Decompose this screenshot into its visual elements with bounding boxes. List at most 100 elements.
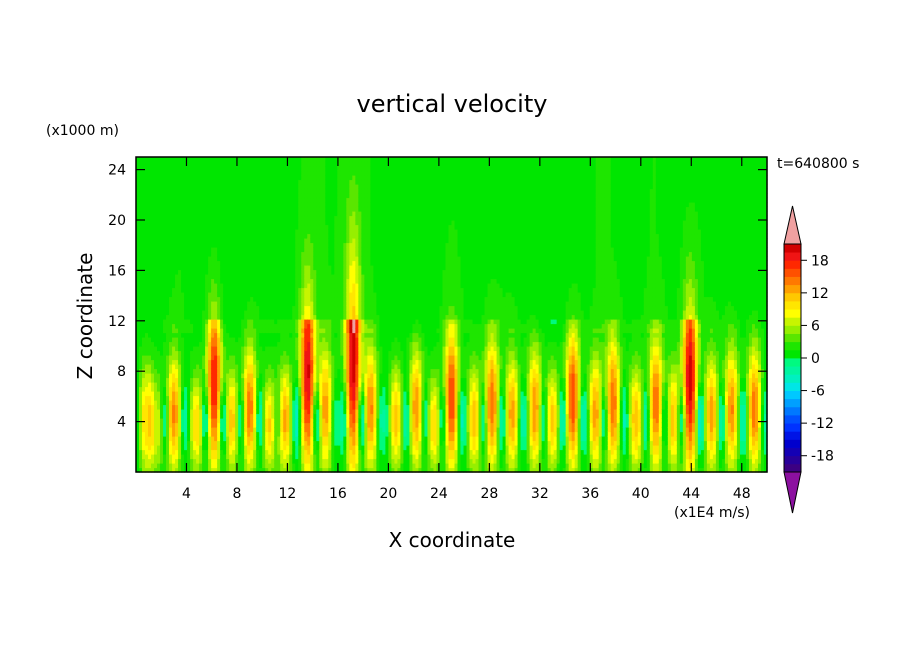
- heatmap-cell: [154, 256, 158, 262]
- heatmap-cell: [187, 436, 191, 442]
- heatmap-cell: [244, 305, 248, 311]
- heatmap-cell: [139, 188, 143, 194]
- heatmap-cell: [154, 319, 158, 325]
- heatmap-cell: [199, 260, 203, 266]
- heatmap-cell: [145, 413, 149, 419]
- heatmap-cell: [202, 206, 206, 212]
- heatmap-cell: [229, 377, 233, 383]
- heatmap-cell: [217, 193, 221, 199]
- heatmap-cell: [166, 436, 170, 442]
- heatmap-cell: [205, 454, 209, 460]
- heatmap-cell: [220, 400, 224, 406]
- heatmap-cell: [136, 440, 140, 446]
- heatmap-cell: [181, 211, 185, 217]
- heatmap-cell: [193, 449, 197, 455]
- heatmap-cell: [175, 265, 179, 271]
- heatmap-cell: [223, 166, 227, 172]
- heatmap-cell: [220, 332, 224, 338]
- heatmap-cell: [157, 454, 161, 460]
- heatmap-cell: [187, 206, 191, 212]
- heatmap-cell: [250, 395, 254, 401]
- heatmap-cell: [139, 269, 143, 275]
- heatmap-cell: [202, 391, 206, 397]
- heatmap-cell: [244, 436, 248, 442]
- heatmap-cell: [181, 400, 185, 406]
- heatmap-cell: [178, 404, 182, 410]
- heatmap-cell: [229, 386, 233, 392]
- heatmap-cell: [238, 377, 242, 383]
- heatmap-cell: [148, 332, 152, 338]
- heatmap-cell: [223, 224, 227, 230]
- heatmap-cell: [196, 355, 200, 361]
- heatmap-cell: [169, 256, 173, 262]
- heatmap-cell: [184, 386, 188, 392]
- heatmap-cell: [238, 422, 242, 428]
- heatmap-cell: [187, 256, 191, 262]
- heatmap-cell: [193, 463, 197, 469]
- heatmap-cell: [166, 391, 170, 397]
- heatmap-cell: [238, 260, 242, 266]
- heatmap-cell: [244, 377, 248, 383]
- heatmap-cell: [214, 364, 218, 370]
- heatmap-cell: [217, 211, 221, 217]
- heatmap-cell: [136, 404, 140, 410]
- heatmap-cell: [136, 395, 140, 401]
- heatmap-cell: [154, 328, 158, 334]
- heatmap-cell: [148, 265, 152, 271]
- heatmap-cell: [178, 251, 182, 257]
- heatmap-cell: [196, 238, 200, 244]
- heatmap-cell: [205, 274, 209, 280]
- heatmap-cell: [241, 395, 245, 401]
- heatmap-cell: [142, 184, 146, 190]
- heatmap-cell: [250, 242, 254, 248]
- heatmap-cell: [244, 161, 248, 167]
- heatmap-cell: [250, 413, 254, 419]
- heatmap-cell: [223, 296, 227, 302]
- heatmap-cell: [235, 269, 239, 275]
- heatmap-cell: [151, 337, 155, 343]
- heatmap-cell: [157, 346, 161, 352]
- heatmap-cell: [142, 454, 146, 460]
- heatmap-cell: [175, 188, 179, 194]
- heatmap-cell: [163, 310, 167, 316]
- heatmap-cell: [166, 382, 170, 388]
- heatmap-cell: [199, 458, 203, 464]
- heatmap-cell: [208, 193, 212, 199]
- heatmap-cell: [163, 251, 167, 257]
- heatmap-cell: [154, 400, 158, 406]
- heatmap-cell: [241, 350, 245, 356]
- heatmap-cell: [247, 184, 251, 190]
- heatmap-cell: [214, 337, 218, 343]
- heatmap-cell: [238, 463, 242, 469]
- heatmap-cell: [232, 382, 236, 388]
- heatmap-cell: [223, 238, 227, 244]
- heatmap-cell: [247, 251, 251, 257]
- heatmap-cell: [250, 278, 254, 284]
- heatmap-cell: [214, 287, 218, 293]
- heatmap-cell: [211, 395, 215, 401]
- heatmap-cell: [232, 467, 236, 473]
- heatmap-cell: [199, 278, 203, 284]
- heatmap-cell: [199, 463, 203, 469]
- heatmap-cell: [193, 364, 197, 370]
- heatmap-cell: [181, 242, 185, 248]
- heatmap-cell: [157, 323, 161, 329]
- heatmap-cell: [208, 382, 212, 388]
- heatmap-cell: [205, 166, 209, 172]
- heatmap-cell: [169, 431, 173, 437]
- heatmap-cell: [214, 422, 218, 428]
- heatmap-cell: [160, 157, 164, 163]
- heatmap-cell: [196, 296, 200, 302]
- heatmap-cell: [235, 337, 239, 343]
- heatmap-cell: [205, 364, 209, 370]
- heatmap-cell: [184, 431, 188, 437]
- heatmap-cell: [196, 386, 200, 392]
- heatmap-cell: [145, 355, 149, 361]
- heatmap-cell: [187, 413, 191, 419]
- heatmap-cell: [232, 166, 236, 172]
- heatmap-cell: [244, 341, 248, 347]
- heatmap-cell: [184, 341, 188, 347]
- heatmap-cell: [220, 283, 224, 289]
- heatmap-cell: [244, 292, 248, 298]
- heatmap-cell: [226, 179, 230, 185]
